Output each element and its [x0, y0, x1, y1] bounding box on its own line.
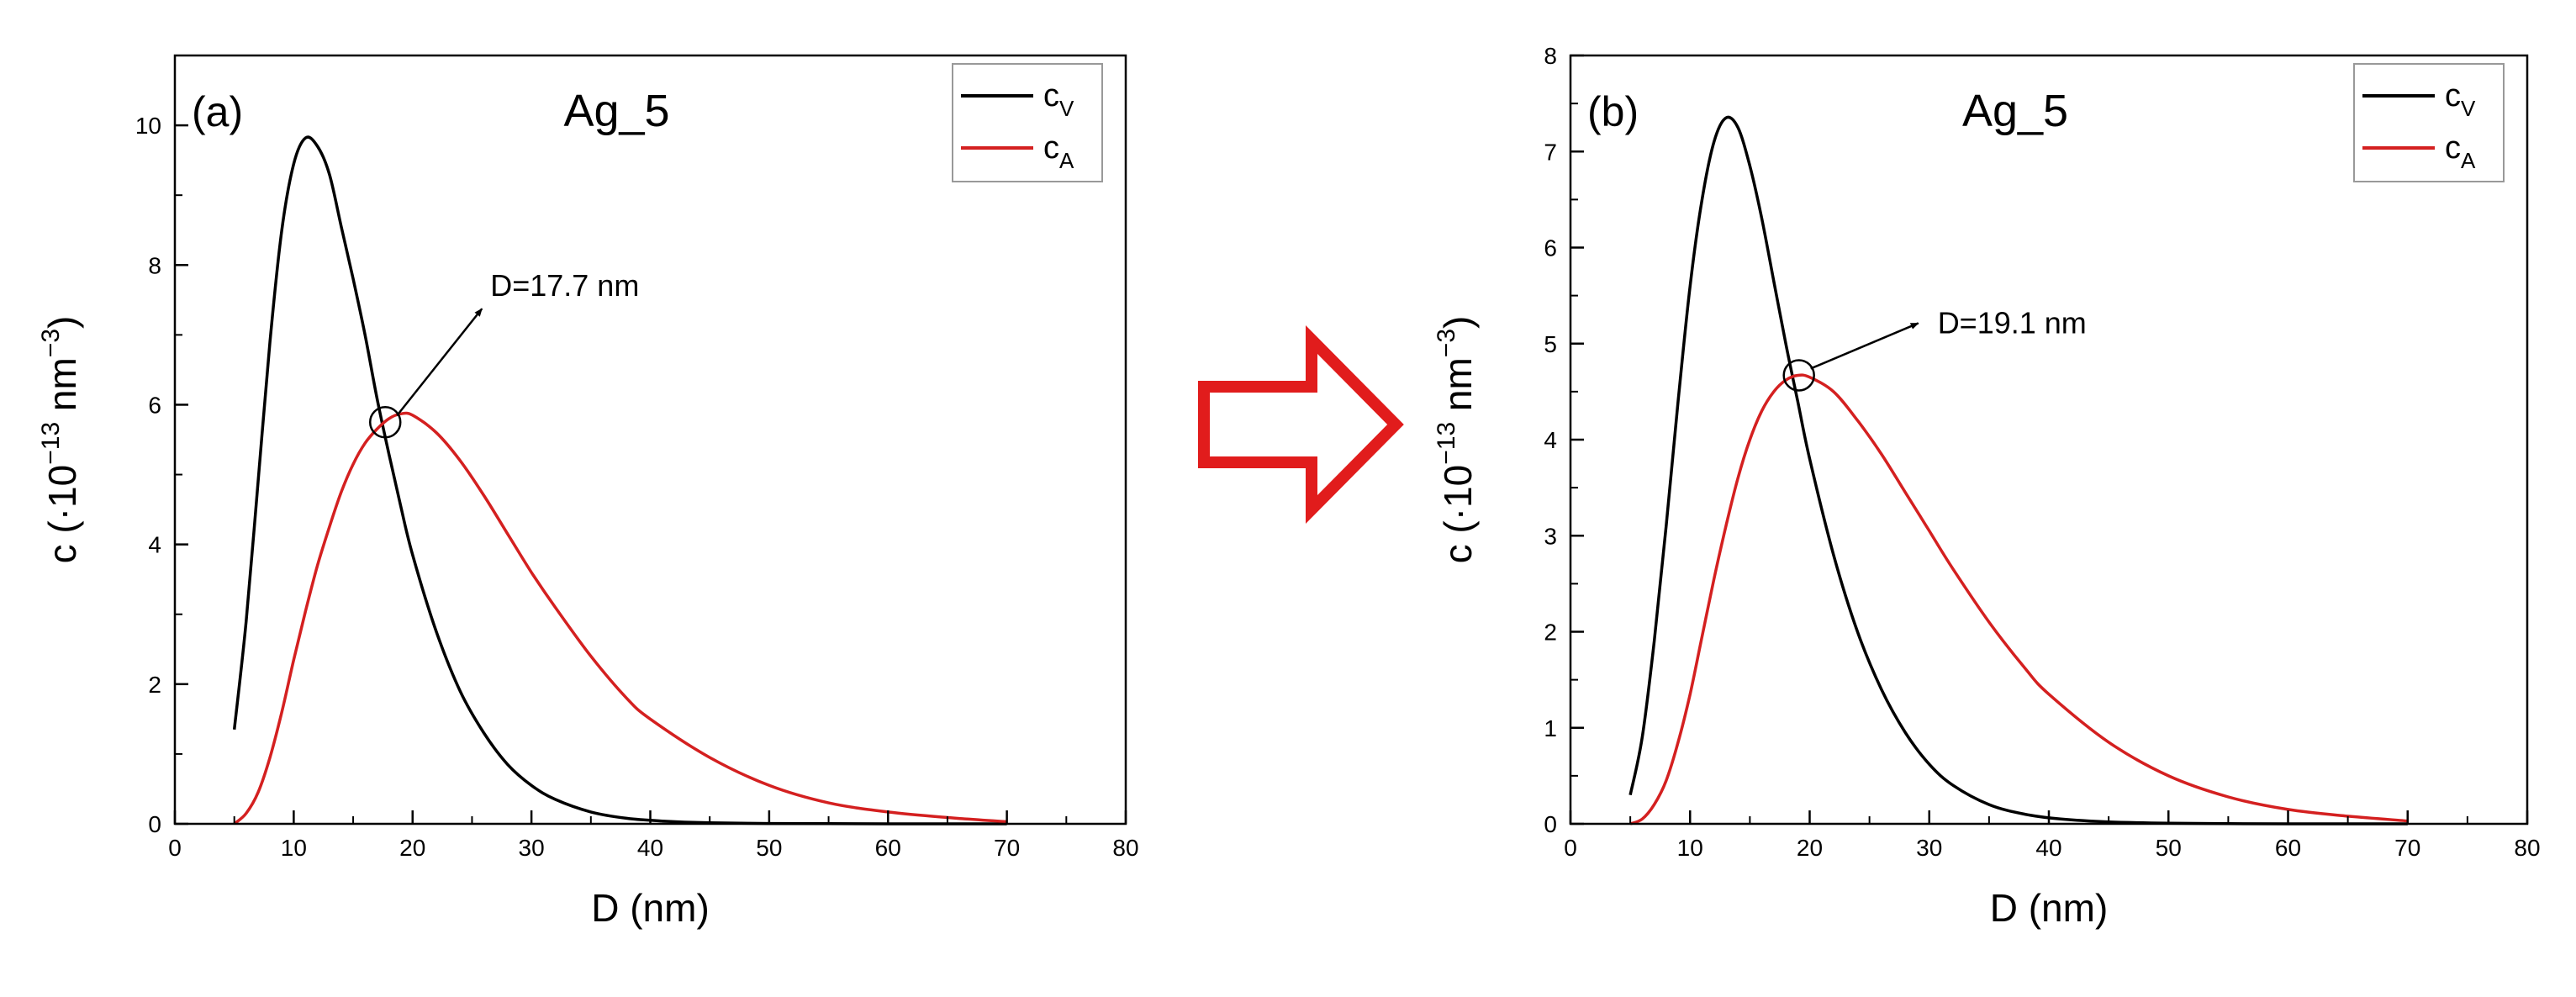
- series-line-cV: [232, 135, 1007, 826]
- x-tick-label: 0: [1564, 835, 1577, 861]
- x-tick-label: 40: [2035, 835, 2061, 861]
- y-tick-label: 4: [148, 532, 161, 558]
- x-tick-label: 80: [2514, 835, 2540, 861]
- chart-title: Ag_5: [563, 86, 669, 136]
- x-tick-label: 60: [875, 835, 901, 861]
- annotation-label: D=17.7 nm: [490, 268, 639, 303]
- x-tick-label: 10: [1677, 835, 1703, 861]
- x-axis-label: D (nm): [1990, 886, 2109, 930]
- legend: cV cA: [952, 63, 1103, 182]
- annotation-arrow: [1810, 322, 1919, 370]
- x-tick-label: 20: [399, 835, 425, 861]
- intersection-marker: [1782, 359, 1815, 392]
- annotation-label: D=19.1 nm: [1938, 305, 2087, 340]
- y-tick-label: 6: [148, 392, 161, 418]
- y-tick-label: 2: [1544, 620, 1557, 646]
- series-line-cA: [1629, 373, 2408, 826]
- y-axis-label: c (·10−13 nm−3): [1433, 316, 1480, 564]
- intersection-marker: [368, 405, 402, 439]
- annotation-arrow: [396, 308, 483, 417]
- y-tick-label: 7: [1544, 139, 1557, 165]
- y-tick-label: 1: [1544, 715, 1557, 741]
- x-tick-label: 50: [756, 835, 782, 861]
- x-tick-label: 30: [1916, 835, 1942, 861]
- panel-label: (b): [1587, 88, 1639, 135]
- y-tick-label: 2: [148, 672, 161, 698]
- x-tick-label: 60: [2275, 835, 2301, 861]
- y-tick-label: 10: [135, 113, 161, 139]
- right-arrow-icon: [1198, 324, 1404, 525]
- x-tick-label: 20: [1797, 835, 1823, 861]
- y-tick-label: 0: [1544, 811, 1557, 837]
- y-tick-label: 8: [1544, 43, 1557, 69]
- legend-label-cA: cA: [2445, 130, 2476, 173]
- legend-label-cV: cV: [2445, 78, 2476, 121]
- legend-box: [952, 63, 1103, 182]
- x-tick-label: 50: [2156, 835, 2182, 861]
- panel-label: (a): [192, 88, 243, 135]
- chart-panel-b: 0 10 20 30 40 50 60 70 80 0 1 2 3 4 5 6 7 8 D (nm) c (·10−1…: [1433, 43, 2541, 930]
- legend-label-cV: cV: [1043, 78, 1074, 121]
- chart-panel-a: 0 10 20 30 40 50 60 70 80 0 2 4 6 8 10 D (nm) c (·10−13 …: [37, 54, 1139, 930]
- chart-title: Ag_5: [1962, 86, 2068, 136]
- x-axis-label: D (nm): [591, 886, 710, 930]
- x-tick-label: 10: [281, 835, 307, 861]
- x-tick-label: 70: [994, 835, 1020, 861]
- series-line-cV: [1628, 115, 2408, 826]
- y-tick-label: 8: [148, 252, 161, 278]
- x-tick-label: 80: [1112, 835, 1138, 861]
- legend-box: [2353, 63, 2505, 182]
- series-line-cA: [233, 411, 1007, 826]
- x-tick-label: 40: [637, 835, 663, 861]
- y-tick-label: 4: [1544, 427, 1557, 453]
- y-tick-label: 3: [1544, 523, 1557, 549]
- x-tick-label: 0: [168, 835, 182, 861]
- y-tick-label: 6: [1544, 235, 1557, 261]
- x-tick-label: 30: [519, 835, 545, 861]
- x-tick-label: 70: [2394, 835, 2420, 861]
- legend-label-cA: cA: [1043, 130, 1074, 173]
- y-axis-label: c (·10−13 nm−3): [37, 316, 84, 564]
- y-tick-label: 5: [1544, 331, 1557, 357]
- y-tick-label: 0: [148, 811, 161, 837]
- legend: cV cA: [2353, 63, 2505, 182]
